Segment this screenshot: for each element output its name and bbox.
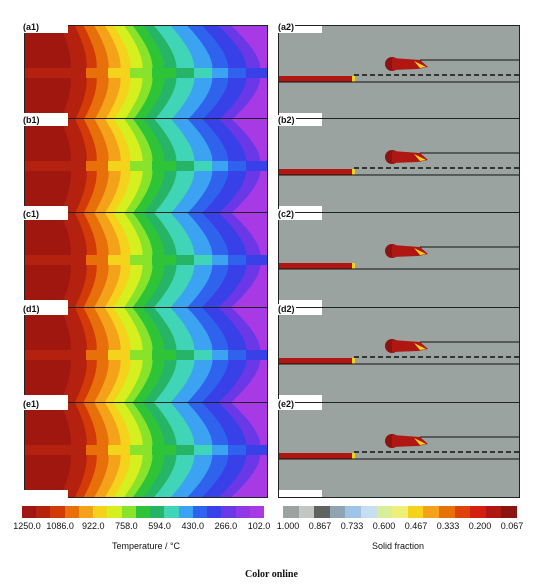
solid-fraction-swatch [298, 506, 315, 518]
solid-fraction-swatch [501, 506, 518, 518]
panel-label-d2: (d2) [277, 304, 296, 315]
temperature-swatch [192, 506, 208, 518]
panel-label-c2: (c2) [277, 209, 296, 220]
solid-fraction-swatch [439, 506, 456, 518]
temperature-colorbar-title: Temperature / °C [111, 541, 181, 551]
solid-fraction-swatch [329, 506, 346, 518]
solid-fraction-swatch [454, 506, 471, 518]
solid-fraction-tick-label: 0.467 [404, 521, 428, 531]
temperature-swatch [64, 506, 80, 518]
solid-fraction-tick-label: 0.733 [340, 521, 364, 531]
solid-fraction-panel-e2 [278, 402, 520, 498]
solid-fraction-tick-label: 1.000 [276, 521, 300, 531]
temperature-panel-d1 [24, 307, 268, 403]
temperature-swatch [150, 506, 165, 518]
solid-fraction-panel-b2 [278, 118, 520, 214]
solid-fraction-panel-a2 [278, 25, 520, 121]
temperature-swatch [249, 506, 265, 518]
temperature-panel-e1 [24, 402, 268, 498]
solid-fraction-swatch [345, 506, 362, 518]
temperature-tick-label: 1250.0 [13, 521, 41, 531]
solid-fraction-tick-label: 0.867 [308, 521, 332, 531]
temperature-tick-label: 430.0 [181, 521, 204, 531]
temperature-tick-label: 758.0 [115, 521, 138, 531]
solid-fraction-swatch [376, 506, 393, 518]
temperature-swatch [93, 506, 108, 518]
panel-label-e2: (e2) [277, 399, 296, 410]
panel-label-b2: (b2) [277, 115, 296, 126]
temperature-tick-label: 1086.0 [46, 521, 74, 531]
temperature-tick-label: 102.0 [247, 521, 271, 531]
solid-fraction-swatch [407, 506, 424, 518]
temperature-swatch [207, 506, 222, 518]
temperature-swatch [36, 506, 51, 518]
solid-fraction-swatch [283, 506, 300, 518]
solid-fraction-colorbar-title: Solid fraction [371, 541, 425, 551]
temperature-panel-b1 [24, 118, 268, 214]
temperature-swatch [235, 506, 251, 518]
solid-fraction-swatch [361, 506, 378, 518]
solid-fraction-tick-label: 0.333 [436, 521, 460, 531]
solid-fraction-tick-label: 0.067 [500, 521, 524, 531]
solid-fraction-panel-d2 [278, 307, 520, 403]
panel-label-d1: (d1) [22, 304, 41, 315]
temperature-swatch [22, 506, 37, 518]
panel-label-c1: (c1) [22, 209, 41, 220]
temperature-swatch [135, 506, 151, 518]
solid-fraction-tick-label: 0.600 [372, 521, 396, 531]
temperature-tick-label: 922.0 [82, 521, 105, 531]
solid-fraction-swatch [423, 506, 440, 518]
temperature-swatch [50, 506, 66, 518]
temperature-panel-a1 [24, 25, 268, 121]
panel-label-e1: (e1) [22, 399, 41, 410]
temperature-swatch [78, 506, 94, 518]
solid-fraction-swatch [392, 506, 409, 518]
temperature-panel-c1 [24, 212, 268, 308]
solid-fraction-swatch [314, 506, 331, 518]
temperature-swatch [121, 506, 137, 518]
temperature-swatch [164, 506, 180, 518]
figure-caption: Color online [245, 569, 298, 580]
temperature-swatch [178, 506, 194, 518]
temperature-tick-label: 266.0 [214, 521, 238, 531]
panel-label-a1: (a1) [22, 22, 41, 33]
solid-fraction-panel-c2 [278, 212, 520, 308]
panel-label-b1: (b1) [22, 115, 41, 126]
panel-label-a2: (a2) [277, 22, 296, 33]
temperature-swatch [107, 506, 123, 518]
solid-fraction-tick-label: 0.200 [468, 521, 492, 531]
solid-fraction-swatch [485, 506, 502, 518]
solid-fraction-swatch [470, 506, 487, 518]
temperature-swatch [221, 506, 237, 518]
temperature-tick-label: 594.0 [148, 521, 171, 531]
